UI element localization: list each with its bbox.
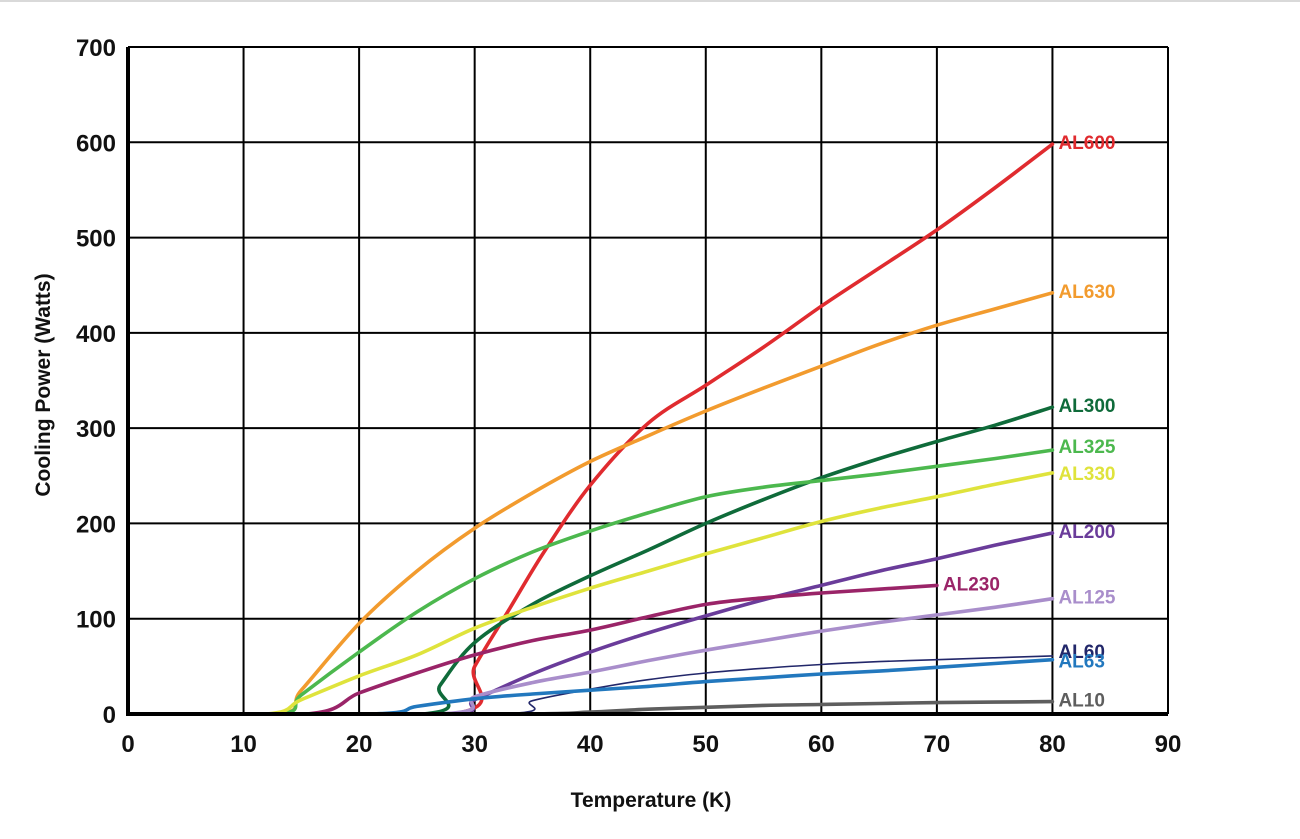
series-line-al63: [126, 657, 1055, 716]
x-tick-label: 80: [1039, 731, 1066, 758]
series-line-al330: [126, 471, 1055, 716]
series-label-al200: AL200: [1058, 522, 1115, 543]
y-tick-label: 200: [76, 511, 116, 538]
series-label-al60: AL60: [1058, 642, 1104, 663]
x-tick-label: 60: [808, 731, 835, 758]
y-tick-label: 600: [76, 130, 116, 157]
x-tick-label: 30: [461, 731, 488, 758]
top-rule: [0, 0, 1300, 2]
y-tick-labels: 0 100 200 300 400 500 600 700: [76, 35, 116, 729]
y-tick-label: 300: [76, 416, 116, 443]
series-label-al230: AL230: [943, 574, 1000, 595]
series-line-al300: [126, 405, 1055, 716]
series-labels: AL600 AL630 AL300 AL325 AL330 AL200 AL230 AL125…: [943, 133, 1116, 711]
x-tick-labels: 0 10 20 30 40 50 60 70 80 90: [121, 731, 1181, 758]
series-label-al125: AL125: [1058, 588, 1115, 609]
series-label-al63: AL63: [1058, 652, 1104, 673]
series-label-al330: AL330: [1058, 464, 1115, 485]
y-tick-label: 400: [76, 321, 116, 348]
axes: [126, 47, 1168, 716]
series-label-al10: AL10: [1058, 691, 1104, 712]
series-label-al300: AL300: [1058, 396, 1115, 417]
x-tick-label: 50: [692, 731, 719, 758]
plot-area-background: [128, 47, 1168, 714]
series-line-al325: [126, 448, 1055, 716]
x-tick-label: 0: [121, 731, 134, 758]
series-line-al230: [126, 583, 939, 716]
x-tick-label: 70: [924, 731, 951, 758]
x-tick-label: 10: [230, 731, 257, 758]
x-tick-label: 90: [1155, 731, 1182, 758]
y-tick-label: 700: [76, 35, 116, 62]
series-label-al325: AL325: [1058, 437, 1115, 458]
y-axis-title: Cooling Power (Watts): [32, 273, 55, 496]
series-label-al600: AL600: [1058, 133, 1115, 154]
y-tick-label: 0: [103, 702, 116, 729]
series-line-al630: [126, 291, 1055, 716]
y-tick-label: 100: [76, 607, 116, 634]
y-tick-label: 500: [76, 226, 116, 253]
series-label-al630: AL630: [1058, 282, 1115, 303]
x-tick-label: 20: [346, 731, 373, 758]
x-tick-label: 40: [577, 731, 604, 758]
x-axis-title: Temperature (K): [571, 789, 732, 812]
